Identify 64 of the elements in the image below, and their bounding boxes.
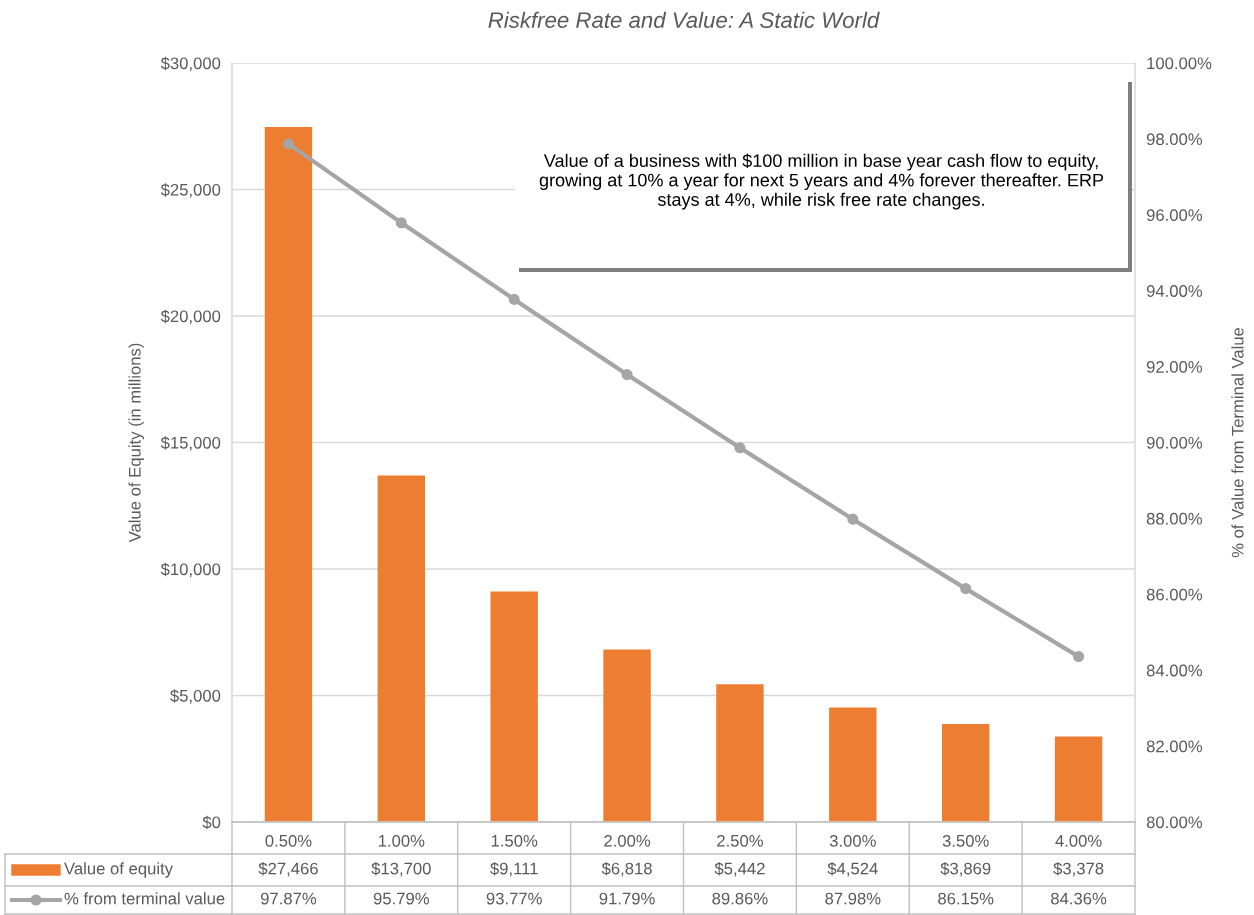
x-tick-label: 1.50% <box>491 834 538 847</box>
data-label: $27,466 <box>258 861 318 877</box>
y2-axis-title: % of Value from Terminal Value <box>1231 327 1244 558</box>
y-tick-label: $20,000 <box>160 309 221 325</box>
y2-tick-label: 98.00% <box>1146 133 1203 146</box>
data-label: $3,869 <box>940 861 991 877</box>
y-tick-label: $5,000 <box>170 689 221 704</box>
data-label: 89.86% <box>712 892 768 905</box>
y-tick-label: $25,000 <box>160 183 221 198</box>
bar <box>829 707 877 822</box>
x-tick-label: 3.00% <box>829 834 876 847</box>
bar <box>941 724 990 822</box>
y-tick-label: $10,000 <box>160 562 221 578</box>
chart-title: Riskfree Rate and Value: A Static World <box>488 11 880 28</box>
y2-tick-label: 96.00% <box>1146 209 1203 221</box>
data-label: $4,524 <box>827 861 878 877</box>
legend-label: Value of equity <box>64 862 173 878</box>
point <box>282 138 294 150</box>
point <box>960 583 972 595</box>
point <box>1073 650 1085 663</box>
data-label: 87.98% <box>825 892 881 905</box>
y2-tick-label: 92.00% <box>1146 361 1203 373</box>
x-tick-label: 1.00% <box>378 834 425 847</box>
data-label: 95.79% <box>373 892 429 905</box>
data-label: $3,378 <box>1053 861 1104 877</box>
bar <box>377 475 426 822</box>
point <box>508 293 520 305</box>
point <box>847 513 859 525</box>
y2-tick-label: 90.00% <box>1146 436 1203 449</box>
data-label: 86.15% <box>938 892 994 905</box>
x-tick-label: 2.50% <box>717 834 763 847</box>
y2-tick-label: 82.00% <box>1146 740 1203 753</box>
annotation: Value of a business with $100 million in base year cash flow to equity, growing at 10% a year for next 5 years and 4% forever thereafter. ERP stays at 4%, while risk free rate changes. <box>539 153 1104 210</box>
bar <box>603 649 651 822</box>
x-tick-label: 0.50% <box>265 834 312 847</box>
data-label: 84.36% <box>1051 892 1107 905</box>
y2-tick-label: 84.00% <box>1146 664 1203 677</box>
bar <box>264 127 313 822</box>
y2-tick-label: 80.00% <box>1146 816 1203 829</box>
data-label: $5,442 <box>714 861 765 877</box>
bar <box>716 684 764 822</box>
point <box>395 217 407 229</box>
y2-tick-label: 86.00% <box>1146 588 1203 601</box>
y-tick-label: $0 <box>202 815 221 830</box>
legend-label: % from terminal value <box>64 892 225 905</box>
y2-tick-label: 88.00% <box>1146 512 1203 525</box>
data-label: $13,700 <box>371 861 431 877</box>
bar <box>1054 736 1103 822</box>
data-label: 97.87% <box>260 892 317 905</box>
point <box>621 369 633 381</box>
data-label: $6,818 <box>601 861 652 877</box>
y-tick-label: $30,000 <box>160 56 221 72</box>
data-label: 91.79% <box>599 892 655 905</box>
x-tick-label: 2.00% <box>604 834 651 847</box>
data-label: 93.77% <box>486 892 542 905</box>
y2-tick-label: 100.00% <box>1147 57 1212 70</box>
data-label: $9,111 <box>490 861 538 877</box>
bar <box>490 591 538 822</box>
y2-tick-label: 94.00% <box>1146 285 1203 297</box>
y-tick-label: $15,000 <box>160 436 221 451</box>
x-tick-label: 4.00% <box>1055 834 1102 847</box>
y-axis-title: Value of Equity (in millions) <box>128 343 144 543</box>
x-tick-label: 3.50% <box>942 834 989 847</box>
point <box>734 442 746 454</box>
